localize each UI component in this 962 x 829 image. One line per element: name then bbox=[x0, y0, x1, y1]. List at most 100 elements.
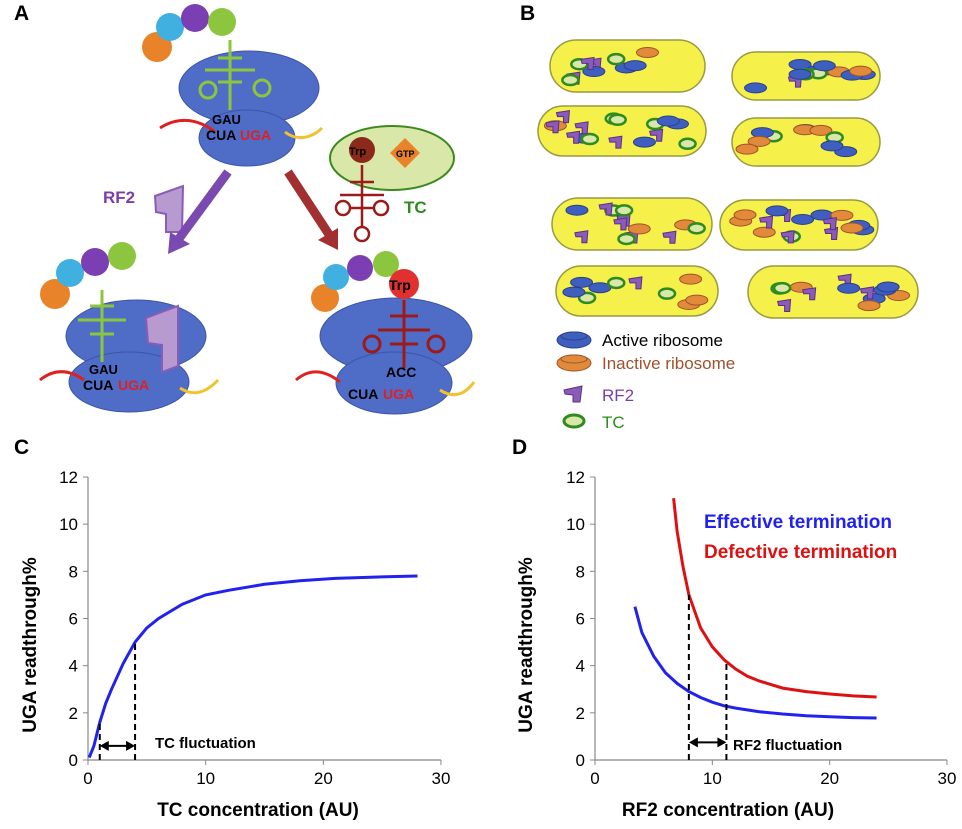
inactive-ribosome-icon bbox=[857, 300, 881, 312]
y-tick-label: 2 bbox=[576, 704, 585, 723]
rf2-icon bbox=[574, 121, 589, 135]
panel-d-label: D bbox=[512, 436, 528, 459]
trp-ball-icon bbox=[389, 269, 419, 299]
trp-label: Trp bbox=[389, 277, 411, 293]
rf2-icon bbox=[153, 184, 185, 233]
active-ribosome-icon bbox=[788, 59, 812, 71]
rf2-icon bbox=[566, 130, 581, 144]
tc-label: TC bbox=[404, 198, 427, 217]
x-tick-label: 30 bbox=[432, 769, 451, 788]
mrna-strand bbox=[295, 370, 341, 384]
active-ribosome-icon bbox=[876, 281, 900, 293]
y-tick-label: 10 bbox=[566, 515, 585, 534]
x-tick-label: 0 bbox=[83, 769, 92, 788]
rf2-icon bbox=[649, 128, 664, 142]
gtp-label: GTP bbox=[396, 149, 415, 159]
x-tick-label: 20 bbox=[314, 769, 333, 788]
y-tick-label: 4 bbox=[576, 657, 585, 676]
active-ribosome-icon bbox=[562, 286, 586, 298]
rf2-icon bbox=[574, 230, 589, 244]
trna-green-icon bbox=[78, 290, 126, 362]
rf2-pathway-arrow bbox=[174, 169, 232, 243]
active-ribosome-icon bbox=[837, 282, 861, 294]
tc-fluctuation-label: TC fluctuation bbox=[155, 735, 256, 752]
mrna-strand bbox=[439, 381, 476, 397]
rf2-icon bbox=[628, 276, 643, 290]
inactive-ribosome-icon bbox=[752, 226, 776, 238]
rf2-icon bbox=[780, 230, 795, 244]
arrow-head-icon bbox=[99, 740, 109, 751]
y-tick-label: 10 bbox=[59, 515, 78, 534]
inactive-ribosome-icon bbox=[840, 222, 864, 234]
rf2-icon bbox=[580, 56, 595, 70]
chart-c-xlabel: TC concentration (AU) bbox=[157, 800, 359, 821]
panel-c-label: C bbox=[14, 436, 30, 459]
peptide-bead bbox=[323, 264, 349, 290]
anticodon-label: GAU bbox=[212, 112, 241, 127]
panel-c-chart: 0 2 4 6 8 10 12 0 10 20 30 TC fluctuation TC conce… bbox=[20, 468, 450, 821]
inactive-ribosome-icon bbox=[809, 124, 833, 136]
chart-c-plot bbox=[87, 574, 418, 760]
y-tick-label: 0 bbox=[576, 751, 585, 770]
rf2-icon bbox=[662, 230, 677, 244]
y-tick-label: 2 bbox=[69, 704, 78, 723]
tc-ellipse bbox=[329, 125, 455, 191]
active-ribosome-icon bbox=[820, 140, 844, 152]
mrna-strand bbox=[39, 370, 85, 382]
tc-icon bbox=[608, 113, 627, 127]
trna-green-icon bbox=[205, 40, 255, 110]
rf2-icon bbox=[823, 226, 839, 240]
stop-codon-label: UGA bbox=[118, 377, 149, 393]
ribosome-small-subunit bbox=[335, 351, 453, 415]
ribosome-small-subunit bbox=[68, 351, 190, 413]
rf2-icon bbox=[563, 385, 583, 403]
peptide-bead bbox=[56, 259, 84, 287]
inactive-ribosome-icon bbox=[627, 223, 651, 235]
y-tick-label: 4 bbox=[69, 657, 78, 676]
anticodon-label: ACC bbox=[386, 364, 416, 380]
x-tick-label: 10 bbox=[703, 769, 722, 788]
y-tick-label: 12 bbox=[59, 468, 78, 487]
stop-codon-label: UGA bbox=[383, 386, 414, 402]
x-tick-label: 0 bbox=[590, 769, 599, 788]
rf2-icon bbox=[802, 287, 817, 301]
tc-icon bbox=[606, 52, 626, 66]
peptide-bead bbox=[40, 279, 70, 309]
rf2-icon bbox=[613, 217, 628, 231]
tc-icon bbox=[772, 281, 792, 295]
tc-icon bbox=[657, 287, 677, 300]
tc-icon bbox=[678, 137, 697, 151]
inactive-ribosome-icon bbox=[635, 46, 659, 58]
inactive-ribosome-icon bbox=[747, 135, 771, 147]
y-tick-label: 12 bbox=[566, 468, 585, 487]
active-ribosome-icon bbox=[765, 205, 789, 217]
bacterial-cells bbox=[537, 39, 919, 319]
y-tick-label: 8 bbox=[69, 562, 78, 581]
x-tick-label: 30 bbox=[938, 769, 957, 788]
peptide-bead bbox=[156, 13, 184, 41]
rf2-icon bbox=[545, 120, 560, 134]
peptide-bead bbox=[108, 242, 136, 270]
tc-pathway-arrow bbox=[284, 169, 334, 239]
x-tick-label: 10 bbox=[196, 769, 215, 788]
trp-label: Trp bbox=[349, 146, 366, 158]
mrna-strand bbox=[179, 378, 220, 395]
trna-loop bbox=[198, 80, 218, 100]
arrow-head-icon bbox=[717, 737, 727, 748]
active-ribosome-icon bbox=[791, 213, 815, 225]
panel-a-diagram: GAU CUA UGA RF2 Trp GTP TC GAU CUA UGA bbox=[39, 4, 476, 415]
rf2-bound-ribosome: GAU CUA UGA bbox=[39, 242, 220, 413]
tc-icon bbox=[617, 232, 636, 246]
panel-a-label: A bbox=[14, 2, 30, 25]
tc-icon bbox=[580, 132, 600, 146]
rf2-fluctuation-label: RF2 fluctuation bbox=[733, 737, 842, 754]
active-ribosome-icon bbox=[812, 60, 836, 72]
chart-c-axes: 0 2 4 6 8 10 12 0 10 20 30 bbox=[59, 468, 450, 788]
inactive-ribosome-icon bbox=[849, 65, 873, 77]
active-ribosome-icon bbox=[623, 60, 647, 72]
series-line-1 bbox=[672, 498, 877, 699]
legend-defective-termination: Defective termination bbox=[704, 542, 897, 563]
active-ribosome-icon bbox=[570, 276, 594, 288]
active-ribosome-icon bbox=[565, 204, 589, 216]
arrow-head-icon bbox=[318, 228, 338, 250]
